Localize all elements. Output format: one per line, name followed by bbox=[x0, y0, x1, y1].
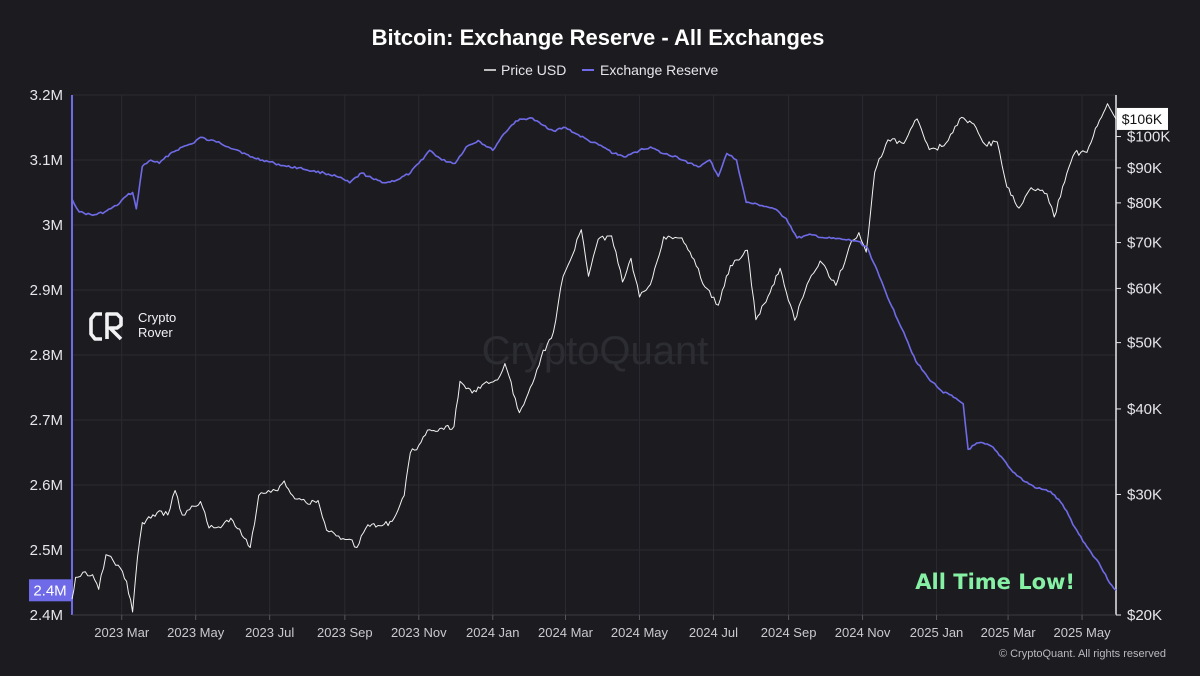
left-tick-label: 3.2M bbox=[30, 87, 63, 104]
chart-title: Bitcoin: Exchange Reserve - All Exchange… bbox=[372, 25, 825, 50]
brand-name-line2: Rover bbox=[138, 325, 173, 340]
right-tick-label: $90K bbox=[1127, 160, 1162, 177]
current-price-badge-label: $106K bbox=[1122, 111, 1163, 127]
series-line-reserve bbox=[71, 117, 1117, 591]
left-tick-label: 2.6M bbox=[30, 477, 63, 494]
left-tick-label: 2.9M bbox=[30, 282, 63, 299]
x-tick-label: 2024 Sep bbox=[761, 625, 817, 640]
x-tick-label: 2023 Sep bbox=[317, 625, 373, 640]
x-tick-label: 2023 Nov bbox=[391, 625, 447, 640]
left-tick-label: 2.7M bbox=[30, 412, 63, 429]
current-price-badge-bg bbox=[1117, 107, 1168, 130]
x-tick-label: 2024 May bbox=[611, 625, 669, 640]
right-tick-label: $80K bbox=[1127, 195, 1162, 212]
x-tick-label: 2025 Jan bbox=[910, 625, 964, 640]
current-reserve-badge-bg bbox=[29, 579, 71, 602]
current-reserve-badge: 2.4M bbox=[29, 579, 71, 602]
brand-name-line1: Crypto bbox=[138, 310, 176, 325]
right-axis-ticks: $20K $30K $40K $50K $60K $70K $80K $90K $100K bbox=[1116, 129, 1170, 624]
x-tick-label: 2025 May bbox=[1054, 625, 1112, 640]
left-tick-label: 2.8M bbox=[30, 347, 63, 364]
right-tick-label: $30K bbox=[1127, 486, 1162, 503]
left-tick-label: 2.4M bbox=[30, 607, 63, 624]
legend-item-reserve[interactable]: Exchange Reserve bbox=[582, 62, 719, 78]
right-tick-label: $100K bbox=[1127, 129, 1170, 146]
copyright-notice: © CryptoQuant. All rights reserved bbox=[999, 648, 1166, 660]
watermark: CryptoQuant bbox=[482, 329, 709, 373]
x-tick-label: 2024 Mar bbox=[538, 625, 594, 640]
legend-item-price[interactable]: Price USD bbox=[484, 62, 566, 78]
x-tick-label: 2024 Nov bbox=[835, 625, 891, 640]
right-tick-label: $70K bbox=[1127, 235, 1162, 252]
x-axis-ticks: 2023 Mar 2023 May 2023 Jul 2023 Sep 2023 Nov… bbox=[94, 615, 1111, 640]
legend-label-price: Price USD bbox=[501, 62, 566, 78]
x-tick-label: 2023 Mar bbox=[94, 625, 150, 640]
all-time-low-annotation: All Time Low! bbox=[915, 570, 1075, 594]
x-tick-label: 2024 Jan bbox=[466, 625, 520, 640]
legend-label-reserve: Exchange Reserve bbox=[600, 62, 719, 78]
right-tick-label: $50K bbox=[1127, 335, 1162, 352]
x-tick-label: 2023 May bbox=[167, 625, 225, 640]
x-tick-label: 2025 Mar bbox=[981, 625, 1037, 640]
right-tick-label: $60K bbox=[1127, 280, 1162, 297]
left-tick-label: 2.5M bbox=[30, 542, 63, 559]
left-axis-ticks: 2.4M 2.5M 2.6M 2.7M 2.8M 2.9M 3M 3.1M 3.2M bbox=[30, 87, 63, 624]
current-reserve-badge-label: 2.4M bbox=[33, 582, 66, 599]
x-tick-label: 2023 Jul bbox=[245, 625, 294, 640]
current-price-badge: $106K bbox=[1117, 107, 1168, 130]
x-tick-label: 2024 Jul bbox=[689, 625, 738, 640]
legend: Price USD Exchange Reserve bbox=[484, 62, 719, 78]
cr-logo-icon bbox=[89, 312, 123, 341]
gridlines bbox=[72, 94, 1116, 615]
left-tick-label: 3M bbox=[42, 217, 63, 234]
brand-logo: Crypto Rover bbox=[89, 310, 176, 341]
series-line-price bbox=[71, 103, 1117, 613]
right-tick-label: $20K bbox=[1127, 607, 1162, 624]
left-tick-label: 3.1M bbox=[30, 152, 63, 169]
right-tick-label: $40K bbox=[1127, 401, 1162, 418]
